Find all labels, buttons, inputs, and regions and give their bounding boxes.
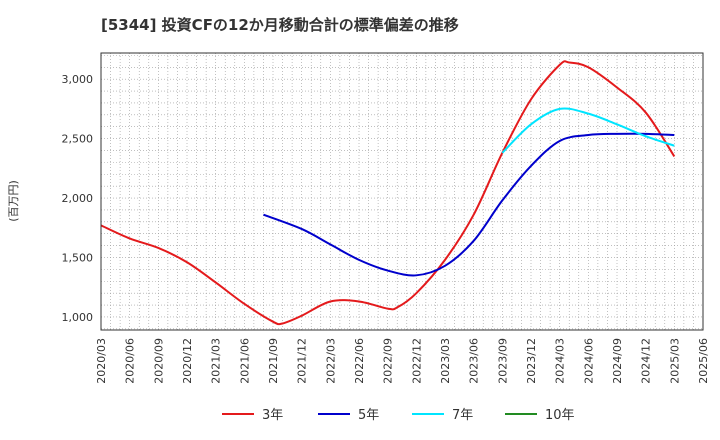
x-tick-label: 2023/12: [525, 338, 538, 384]
plot-frame: [100, 52, 704, 331]
x-tick-label: 2024/12: [640, 338, 653, 384]
y-tick-labels: 1,000 1,500 2,000 2,500 3,000: [62, 73, 94, 324]
x-tick-label: 2023/06: [468, 338, 481, 384]
y-tick-label: 2,000: [62, 192, 94, 205]
series-line-1: [263, 132, 675, 277]
x-tick-label: 2023/03: [439, 338, 452, 384]
chart-title: [5344] 投資CFの12か月移動合計の標準偏差の推移: [101, 16, 459, 34]
x-tick-label: 2021/06: [238, 338, 251, 384]
y-tick-label: 3,000: [62, 73, 94, 86]
legend: 3年 5年 7年 10年: [222, 408, 575, 423]
x-tick-label: 2020/03: [95, 338, 108, 384]
x-tick-label: 2025/06: [697, 338, 710, 384]
x-tick-label: 2024/06: [582, 338, 595, 384]
x-tick-label: 2022/12: [410, 338, 423, 384]
y-tick-label: 1,000: [62, 311, 94, 324]
x-tick-label: 2021/03: [210, 338, 223, 384]
series-lines: [100, 60, 676, 326]
x-tick-label: 2024/03: [554, 338, 567, 384]
x-tick-label: 2023/09: [496, 338, 509, 384]
legend-label-1: 5年: [358, 408, 379, 423]
x-tick-label: 2020/06: [124, 338, 137, 384]
x-tick-label: 2020/12: [181, 338, 194, 384]
x-tick-label: 2022/06: [353, 338, 366, 384]
x-tick-label: 2020/09: [152, 338, 165, 384]
legend-label-3: 10年: [545, 408, 575, 423]
legend-label-2: 7年: [452, 408, 473, 423]
series-line-2: [501, 107, 675, 154]
y-tick-label: 2,500: [62, 133, 94, 146]
x-tick-labels: 2020/03 2020/06 2020/09 2020/12 2021/03 2021/…: [95, 338, 710, 384]
y-axis-label: (百万円): [7, 180, 20, 222]
legend-label-0: 3年: [262, 408, 283, 423]
y-tick-label: 1,500: [62, 251, 94, 264]
grid: [101, 53, 703, 330]
x-tick-label: 2021/12: [296, 338, 309, 384]
x-tick-label: 2022/09: [382, 338, 395, 384]
x-tick-label: 2025/03: [668, 338, 681, 384]
x-tick-label: 2022/03: [324, 338, 337, 384]
series-line-0: [100, 60, 676, 326]
x-tick-label: 2024/09: [611, 338, 624, 384]
x-tick-label: 2021/09: [267, 338, 280, 384]
